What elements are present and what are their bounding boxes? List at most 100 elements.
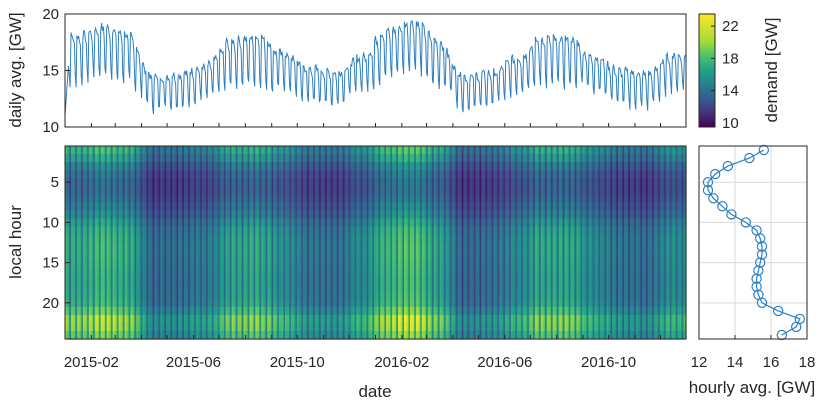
heatmap-cell [65,242,67,252]
heatmap-cell [110,242,112,252]
heatmap-cell [90,266,92,276]
heatmap-cell [86,210,88,219]
heatmap-cell [127,210,129,219]
heatmap-cell [82,194,85,203]
heatmap-cell [93,330,95,340]
heatmap-cell [119,194,121,203]
heatmap-cell [88,250,91,260]
heatmap-cell [65,170,67,179]
heatmap-cell [72,170,75,179]
heatmap-cell [132,178,134,187]
heatmap-cell [87,186,90,195]
heatmap-cell [74,274,76,284]
heatmap-cell [78,282,81,292]
heatmap-cell [129,218,132,228]
heatmap-cell [123,282,126,292]
heatmap-cell [88,330,91,340]
heatmap-cell [127,298,130,308]
heatmap-cell [88,162,91,171]
heatmap-cell [77,266,80,276]
heatmap-cell [121,298,124,308]
heatmap-cell [81,282,84,292]
heatmap-cell [108,250,110,260]
heatmap-cell [104,266,106,276]
heatmap-cell [126,218,128,228]
heatmap-cell [110,210,112,219]
heatmap-cell [114,194,116,203]
heatmap-cell [66,170,69,179]
heatmap-cell [110,170,113,179]
heatmap-cell [72,282,75,292]
heatmap-cell [114,186,116,195]
heatmap-cell [81,194,83,203]
heatmap-cell [76,178,79,187]
heatmap-cell [110,250,112,260]
heatmap-cell [82,146,85,155]
heatmap-cell [94,306,97,316]
heatmap-cell [130,290,132,300]
heatmap-cell [125,274,127,284]
heatmap-cell [114,266,116,276]
heatmap-cell [94,266,97,276]
heatmap-cell [107,330,109,340]
heatmap-cell [70,178,72,187]
heatmap-cell [84,210,86,219]
heatmap-cell [93,298,95,308]
heatmap-cell [89,330,92,340]
heatmap-cell [70,186,72,195]
heatmap-cell [127,266,129,276]
heatmap-cell [103,146,105,155]
heatmap-cell [83,162,86,171]
heatmap-cell [106,330,109,340]
heatmap-cell [103,242,105,252]
heatmap-cell [132,202,134,211]
heatmap-cell [122,178,125,187]
heatmap-cell [94,226,97,236]
heatmap-cell [89,306,92,316]
heatmap-cell [97,210,99,219]
heatmap-cell [75,298,77,308]
heatmap-cell [92,266,94,276]
heatmap-cell [104,250,106,260]
heatmap-cell [75,282,77,292]
heatmap-cell [118,314,120,324]
heatmap-cell [99,298,102,308]
heatmap-cell [103,250,105,260]
heatmap-cell [111,226,114,236]
heatmap-cell [91,306,93,316]
heatmap-cell [79,250,81,260]
heatmap-cell [119,210,121,219]
heatmap-cell [121,306,123,316]
heatmap-cell [65,154,68,163]
heatmap-cell [84,258,86,268]
heatmap-cell [66,290,69,300]
heatmap-cell [122,210,125,219]
heatmap-cell [127,202,130,211]
heatmap-cell [76,250,79,260]
heatmap-cell [77,298,80,308]
heatmap-cell [69,322,71,332]
heatmap-cell [110,210,113,219]
heatmap-cell [97,274,99,284]
heatmap-cell [108,186,110,195]
heatmap-cell [85,274,87,284]
heatmap-cell [126,226,128,236]
heatmap-cell [100,298,103,308]
heatmap-cell [127,186,130,195]
heatmap-cell [90,234,92,244]
heatmap-cell [84,250,86,260]
heatmap-cell [82,330,85,340]
heatmap-cell [127,274,129,284]
heatmap-cell [129,266,132,276]
heatmap-cell [75,210,77,219]
heatmap-cell [79,274,81,284]
heatmap-cell [110,146,113,155]
heatmap-cell [103,194,105,203]
heatmap-cell [119,154,121,163]
heatmap-cell [82,290,85,300]
heatmap-cell [96,250,98,260]
heatmap-cell [114,322,116,332]
heatmap-cell [102,226,104,236]
heatmap-cell [126,162,128,171]
heatmap-cell [127,282,129,292]
